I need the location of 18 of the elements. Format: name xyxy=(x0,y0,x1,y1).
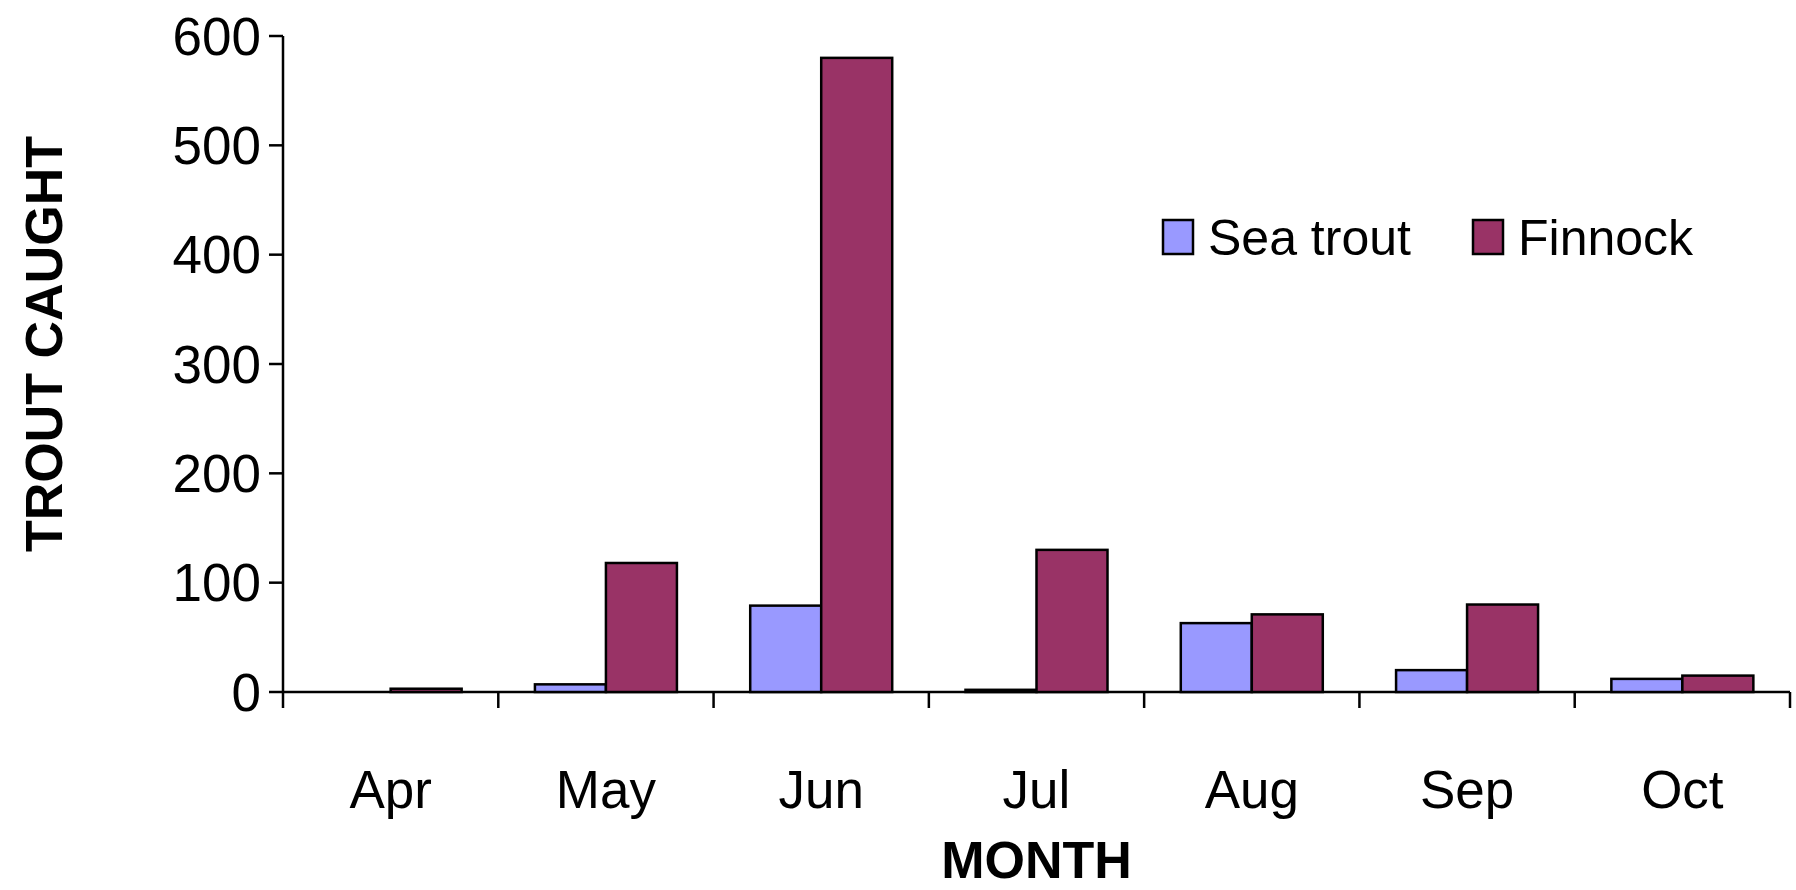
y-tick-label: 300 xyxy=(172,334,261,394)
x-tick-label: Aug xyxy=(1204,760,1299,819)
y-tick-label: 100 xyxy=(172,553,261,613)
x-tick-label: Apr xyxy=(349,760,432,819)
y-tick-label: 600 xyxy=(172,6,261,66)
x-axis-title: MONTH xyxy=(941,831,1132,889)
x-tick-label: May xyxy=(555,760,657,819)
x-tick-label: Sep xyxy=(1419,760,1515,819)
y-tick-label: 200 xyxy=(172,443,261,503)
x-tick-label: Jul xyxy=(1002,760,1071,819)
x-tick-label: Jun xyxy=(778,760,864,819)
y-axis-title: TROUT CAUGHT xyxy=(15,135,73,552)
y-tick-label: 0 xyxy=(231,662,261,722)
legend-label: Finnock xyxy=(1518,209,1695,266)
legend-label: Sea trout xyxy=(1208,209,1412,266)
y-tick-label: 400 xyxy=(172,225,261,285)
x-tick-label: Oct xyxy=(1641,760,1724,819)
y-tick-label: 500 xyxy=(172,115,261,175)
